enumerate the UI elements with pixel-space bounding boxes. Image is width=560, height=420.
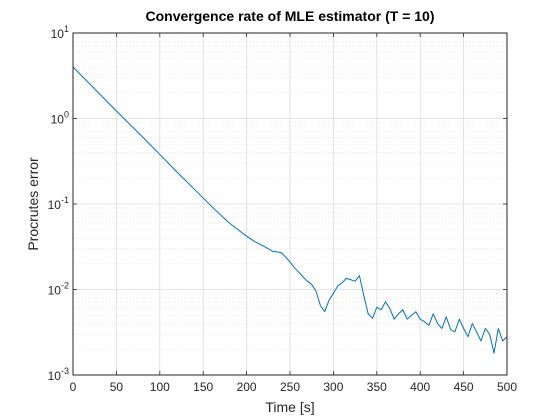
y-tick-label: 100: [51, 110, 69, 127]
y-tick-label: 101: [51, 24, 69, 41]
x-tick-labels: 0 50 100 150 200 250 300 350 400 450 500: [70, 380, 518, 394]
tick-marks: [72, 32, 508, 376]
chart-title: Convergence rate of MLE estimator (T = 1…: [145, 8, 434, 24]
y-tick-label: 10-2: [48, 281, 69, 298]
y-tick-label: 10-3: [48, 366, 69, 383]
x-tick-label: 250: [280, 380, 300, 394]
y-tick-labels: 10-3 10-2 10-1 100 101: [48, 24, 69, 383]
x-axis-label: Time [s]: [265, 399, 314, 415]
x-tick-label: 50: [110, 380, 124, 394]
x-tick-label: 150: [193, 380, 213, 394]
x-tick-label: 300: [323, 380, 343, 394]
x-tick-label: 100: [150, 380, 170, 394]
major-grid: [73, 33, 507, 375]
x-tick-label: 0: [70, 380, 77, 394]
x-tick-label: 400: [410, 380, 430, 394]
x-tick-label: 350: [367, 380, 387, 394]
y-tick-label: 10-1: [48, 195, 69, 212]
series-line: [72, 66, 508, 354]
y-axis-label: Procrutes error: [25, 157, 41, 251]
x-tick-label: 500: [497, 380, 517, 394]
x-tick-label: 200: [237, 380, 257, 394]
series-layer: [72, 66, 508, 354]
plot-area: [72, 32, 508, 376]
x-tick-label: 450: [454, 380, 474, 394]
